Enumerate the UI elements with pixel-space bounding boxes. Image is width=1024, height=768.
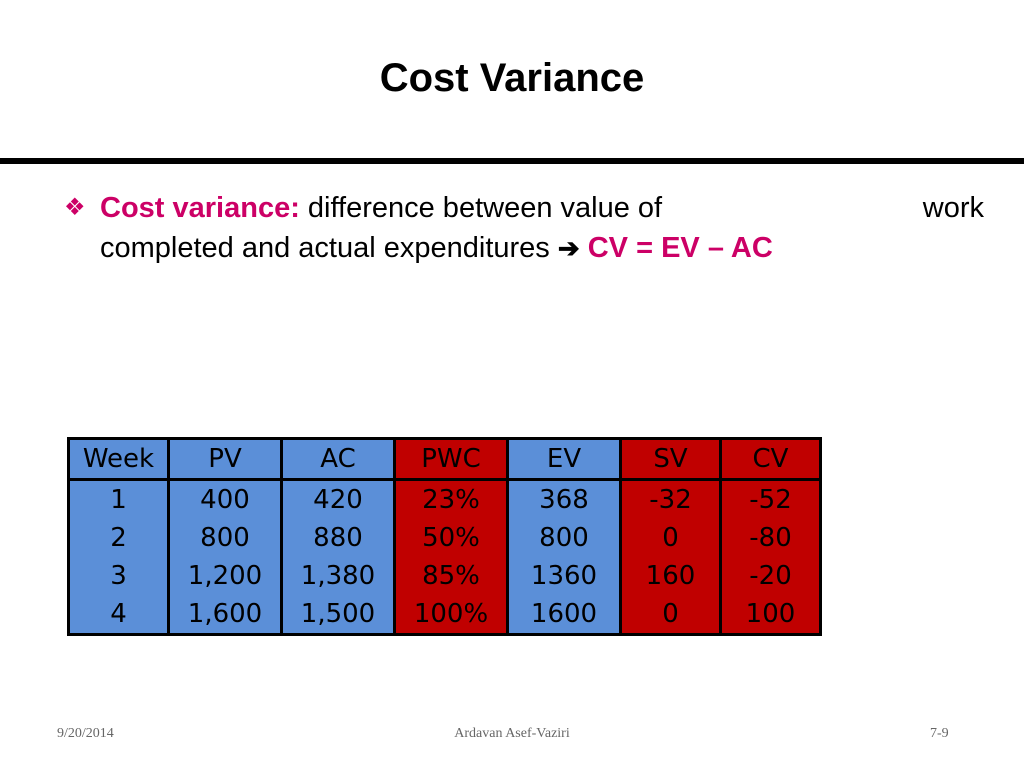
table-row: 3 1,200 1,380 85% 1360 160 -20 bbox=[67, 557, 822, 595]
bullet-term: Cost variance: bbox=[100, 192, 300, 224]
cell-sv: -32 bbox=[619, 479, 722, 519]
cell-ev: 800 bbox=[506, 519, 622, 557]
cell-pwc: 50% bbox=[393, 519, 509, 557]
bullet-item: ❖ Cost variance: difference between valu… bbox=[64, 188, 984, 268]
cell-cv: -52 bbox=[719, 479, 822, 519]
table-row: 2 800 880 50% 800 0 -80 bbox=[67, 519, 822, 557]
cell-pwc: 100% bbox=[393, 595, 509, 636]
cell-pwc: 23% bbox=[393, 479, 509, 519]
title-divider bbox=[0, 158, 1024, 164]
bullet-text-line1: difference between value of bbox=[307, 192, 663, 224]
bullet-text-line1-end: work bbox=[922, 192, 984, 224]
cell-week: 4 bbox=[67, 595, 170, 636]
header-pwc: PWC bbox=[393, 437, 509, 481]
cell-ac: 1,500 bbox=[280, 595, 396, 636]
cell-ev: 1600 bbox=[506, 595, 622, 636]
cell-ac: 420 bbox=[280, 479, 396, 519]
footer-page-number: 7-9 bbox=[930, 726, 949, 741]
cell-week: 3 bbox=[67, 557, 170, 595]
header-pv: PV bbox=[167, 437, 283, 481]
cell-sv: 160 bbox=[619, 557, 722, 595]
slide-title: Cost Variance bbox=[379, 56, 645, 100]
header-sv: SV bbox=[619, 437, 722, 481]
cell-ac: 880 bbox=[280, 519, 396, 557]
cell-cv: -80 bbox=[719, 519, 822, 557]
cv-formula: CV = EV – AC bbox=[587, 232, 773, 264]
table-row: 1 400 420 23% 368 -32 -52 bbox=[67, 479, 822, 519]
cell-sv: 0 bbox=[619, 595, 722, 636]
cell-pv: 800 bbox=[167, 519, 283, 557]
cell-pv: 1,600 bbox=[167, 595, 283, 636]
footer-date: 9/20/2014 bbox=[57, 726, 114, 741]
diamond-bullet-icon: ❖ bbox=[64, 194, 86, 221]
cell-pwc: 85% bbox=[393, 557, 509, 595]
table-row: 4 1,600 1,500 100% 1600 0 100 bbox=[67, 595, 822, 636]
earned-value-table: Week PV AC PWC EV SV CV 1 400 420 23% 36… bbox=[67, 437, 822, 636]
cell-pv: 1,200 bbox=[167, 557, 283, 595]
cell-ev: 1360 bbox=[506, 557, 622, 595]
cell-pv: 400 bbox=[167, 479, 283, 519]
header-ev: EV bbox=[506, 437, 622, 481]
header-ac: AC bbox=[280, 437, 396, 481]
header-week: Week bbox=[67, 437, 170, 481]
cell-cv: 100 bbox=[719, 595, 822, 636]
cell-week: 2 bbox=[67, 519, 170, 557]
header-cv: CV bbox=[719, 437, 822, 481]
table-header-row: Week PV AC PWC EV SV CV bbox=[67, 437, 822, 481]
bullet-text-line2: completed and actual expenditures bbox=[100, 232, 550, 264]
cell-ac: 1,380 bbox=[280, 557, 396, 595]
cell-ev: 368 bbox=[506, 479, 622, 519]
footer-author: Ardavan Asef-Vaziri bbox=[454, 726, 570, 741]
cell-week: 1 bbox=[67, 479, 170, 519]
arrow-right-icon: ➔ bbox=[557, 233, 580, 263]
cell-sv: 0 bbox=[619, 519, 722, 557]
cell-cv: -20 bbox=[719, 557, 822, 595]
